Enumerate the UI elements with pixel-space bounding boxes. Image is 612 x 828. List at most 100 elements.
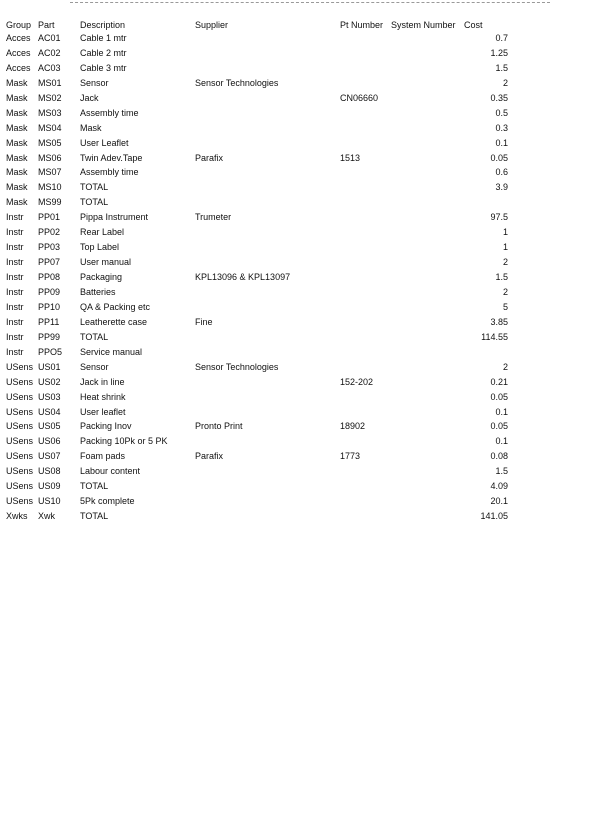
group-cell: Mask xyxy=(6,137,28,148)
cost-cell: 0.35 xyxy=(490,92,508,103)
supplier-cell: Sensor Technologies xyxy=(195,361,279,372)
description-cell: Top Label xyxy=(80,242,120,253)
description-cell: Assembly time xyxy=(80,167,139,178)
cost-cell: 1 xyxy=(502,227,508,238)
cost-cell: 4.09 xyxy=(490,481,508,492)
description-cell: Cable 2 mtr xyxy=(80,47,127,58)
cost-cell: 2 xyxy=(502,361,508,372)
part-cell: AC01 xyxy=(38,33,61,43)
description-cell: 5Pk complete xyxy=(80,496,135,507)
group-cell: Mask xyxy=(6,152,28,163)
cost-cell: 1.25 xyxy=(490,47,508,58)
group-cell: USens xyxy=(6,391,34,402)
group-cell: USens xyxy=(6,466,34,477)
cost-cell: 0.05 xyxy=(490,391,508,402)
part-cell: MS04 xyxy=(38,122,62,133)
part-cell: MS05 xyxy=(38,137,62,148)
cost-cell: 0.05 xyxy=(490,421,508,432)
description-cell: TOTAL xyxy=(80,511,109,522)
supplier-cell: KPL13096 & KPL13097 xyxy=(195,272,291,283)
part-cell: US04 xyxy=(38,406,61,417)
description-cell: Leatherette case xyxy=(80,316,148,327)
description-cell: Cable 3 mtr xyxy=(80,62,127,73)
group-cell: Mask xyxy=(6,197,28,208)
description-cell: Packing Inov xyxy=(80,421,132,432)
description-cell: Jack in line xyxy=(80,376,125,387)
supplier-cell: Parafix xyxy=(195,451,224,462)
part-cell: MS02 xyxy=(38,92,62,103)
group-cell: Acces xyxy=(6,47,31,58)
pt-number-cell: CN06660 xyxy=(340,92,379,103)
description-cell: Jack xyxy=(80,92,99,103)
cost-cell: 114.55 xyxy=(481,331,508,342)
group-cell: USens xyxy=(6,421,34,432)
supplier-cell: Pronto Print xyxy=(195,421,243,432)
group-cell: USens xyxy=(6,451,34,462)
part-cell: MS03 xyxy=(38,107,62,118)
description-cell: TOTAL xyxy=(80,481,109,492)
part-cell: US06 xyxy=(38,436,61,447)
pt-number-cell: 1513 xyxy=(340,152,361,163)
description-cell: Pippa Instrument xyxy=(80,212,149,223)
cost-cell: 3.9 xyxy=(495,182,508,193)
supplier-cell: Trumeter xyxy=(195,212,232,223)
description-cell: TOTAL xyxy=(80,331,109,342)
cost-cell: 97.5 xyxy=(490,212,508,223)
group-cell: USens xyxy=(6,496,34,507)
cost-cell: 1.5 xyxy=(495,466,508,477)
part-cell: US09 xyxy=(38,481,61,492)
group-cell: Instr xyxy=(6,316,24,327)
group-cell: Mask xyxy=(6,77,28,88)
group-cell: USens xyxy=(6,376,34,387)
cost-cell: 0.05 xyxy=(490,152,508,163)
part-cell: US10 xyxy=(38,496,61,507)
part-cell: US01 xyxy=(38,361,61,372)
group-cell: Instr xyxy=(6,301,24,312)
description-cell: Cable 1 mtr xyxy=(80,33,127,43)
part-cell: MS99 xyxy=(38,197,62,208)
scan-line xyxy=(70,2,550,3)
description-cell: Batteries xyxy=(80,286,116,297)
cost-cell: 2 xyxy=(502,77,508,88)
part-cell: PP07 xyxy=(38,257,61,268)
part-cell: MS01 xyxy=(38,77,62,88)
group-cell: Xwks xyxy=(6,511,28,522)
cost-cell: 0.6 xyxy=(495,167,508,178)
header-pt-number: Pt Number xyxy=(340,20,384,30)
header-cost: Cost xyxy=(464,20,483,30)
description-cell: User manual xyxy=(80,257,132,268)
part-cell: US08 xyxy=(38,466,61,477)
description-cell: Foam pads xyxy=(80,451,126,462)
group-cell: Acces xyxy=(6,33,31,43)
part-cell: AC02 xyxy=(38,47,61,58)
part-cell: PP99 xyxy=(38,331,61,342)
group-cell: Mask xyxy=(6,167,28,178)
cost-cell: 1 xyxy=(502,242,508,253)
cost-cell: 0.1 xyxy=(495,137,508,148)
part-cell: US05 xyxy=(38,421,61,432)
part-cell: MS07 xyxy=(38,167,62,178)
part-cell: PP01 xyxy=(38,212,61,223)
pt-number-cell: 152-202 xyxy=(340,376,374,387)
header-group: Group xyxy=(6,20,32,30)
group-cell: Mask xyxy=(6,182,28,193)
group-cell: Acces xyxy=(6,62,31,73)
supplier-cell: Fine xyxy=(195,316,213,327)
group-cell: Mask xyxy=(6,92,28,103)
header-part: Part xyxy=(38,20,55,30)
description-cell: Packing 10Pk or 5 PK xyxy=(80,436,168,447)
group-cell: USens xyxy=(6,436,34,447)
description-cell: Packaging xyxy=(80,272,123,283)
description-cell: Sensor xyxy=(80,361,109,372)
cost-cell: 2 xyxy=(502,257,508,268)
pt-number-cell: 18902 xyxy=(340,421,366,432)
cost-cell: 1.5 xyxy=(495,272,508,283)
part-cell: PP10 xyxy=(38,301,61,312)
group-cell: Instr xyxy=(6,286,24,297)
description-cell: TOTAL xyxy=(80,182,109,193)
pt-number-cell: 1773 xyxy=(340,451,361,462)
part-cell: PP02 xyxy=(38,227,61,238)
header-system-number: System Number xyxy=(391,20,456,30)
description-cell: Sensor xyxy=(80,77,109,88)
